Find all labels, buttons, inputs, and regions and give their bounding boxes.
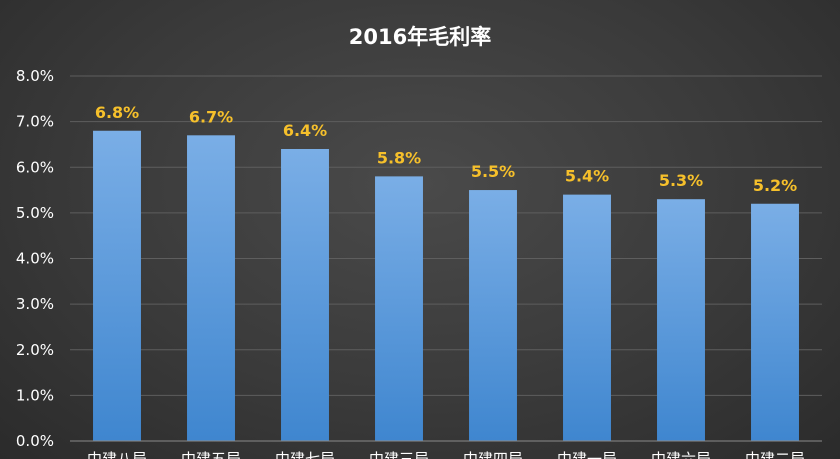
data-label: 6.7% [189, 107, 233, 126]
data-label: 5.3% [659, 171, 703, 190]
bar [187, 135, 235, 441]
bar [657, 199, 705, 441]
x-tick-label: 中建四局 [463, 450, 523, 459]
data-label: 5.8% [377, 148, 421, 167]
data-label: 5.2% [753, 176, 797, 195]
x-tick-label: 中建一局 [557, 450, 617, 459]
bar [563, 194, 611, 441]
bar [281, 149, 329, 441]
bar [469, 190, 517, 441]
y-tick-label: 1.0% [16, 386, 54, 404]
x-axis-ticks: 中建八局 中建五局 中建七局 中建三局 中建四局 中建一局 中建六局 中建二局 [87, 450, 805, 459]
y-tick-label: 6.0% [16, 158, 54, 176]
chart-title: 2016年毛利率 [349, 25, 491, 49]
x-tick-label: 中建二局 [745, 450, 805, 459]
y-tick-label: 4.0% [16, 250, 54, 268]
data-labels: 6.8% 6.7% 6.4% 5.8% 5.5% 5.4% 5.3% 5.2% [95, 103, 797, 195]
x-tick-label: 中建六局 [651, 450, 711, 459]
y-tick-label: 7.0% [16, 113, 54, 131]
x-tick-label: 中建七局 [275, 450, 335, 459]
data-label: 6.4% [283, 121, 327, 140]
y-tick-label: 8.0% [16, 67, 54, 85]
data-label: 5.5% [471, 162, 515, 181]
bar [751, 203, 799, 441]
x-tick-label: 中建八局 [87, 450, 147, 459]
bars [93, 130, 799, 441]
y-tick-label: 3.0% [16, 295, 54, 313]
bar [93, 130, 141, 441]
data-label: 6.8% [95, 103, 139, 122]
y-axis-ticks: 0.0% 1.0% 2.0% 3.0% 4.0% 5.0% 6.0% 7.0% 8.0% [16, 67, 54, 450]
y-tick-label: 5.0% [16, 204, 54, 222]
data-label: 5.4% [565, 167, 609, 186]
y-tick-label: 2.0% [16, 341, 54, 359]
x-tick-label: 中建五局 [181, 450, 241, 459]
y-tick-label: 0.0% [16, 432, 54, 450]
gridlines [70, 75, 822, 396]
x-tick-label: 中建三局 [369, 450, 429, 459]
bar [375, 176, 423, 441]
